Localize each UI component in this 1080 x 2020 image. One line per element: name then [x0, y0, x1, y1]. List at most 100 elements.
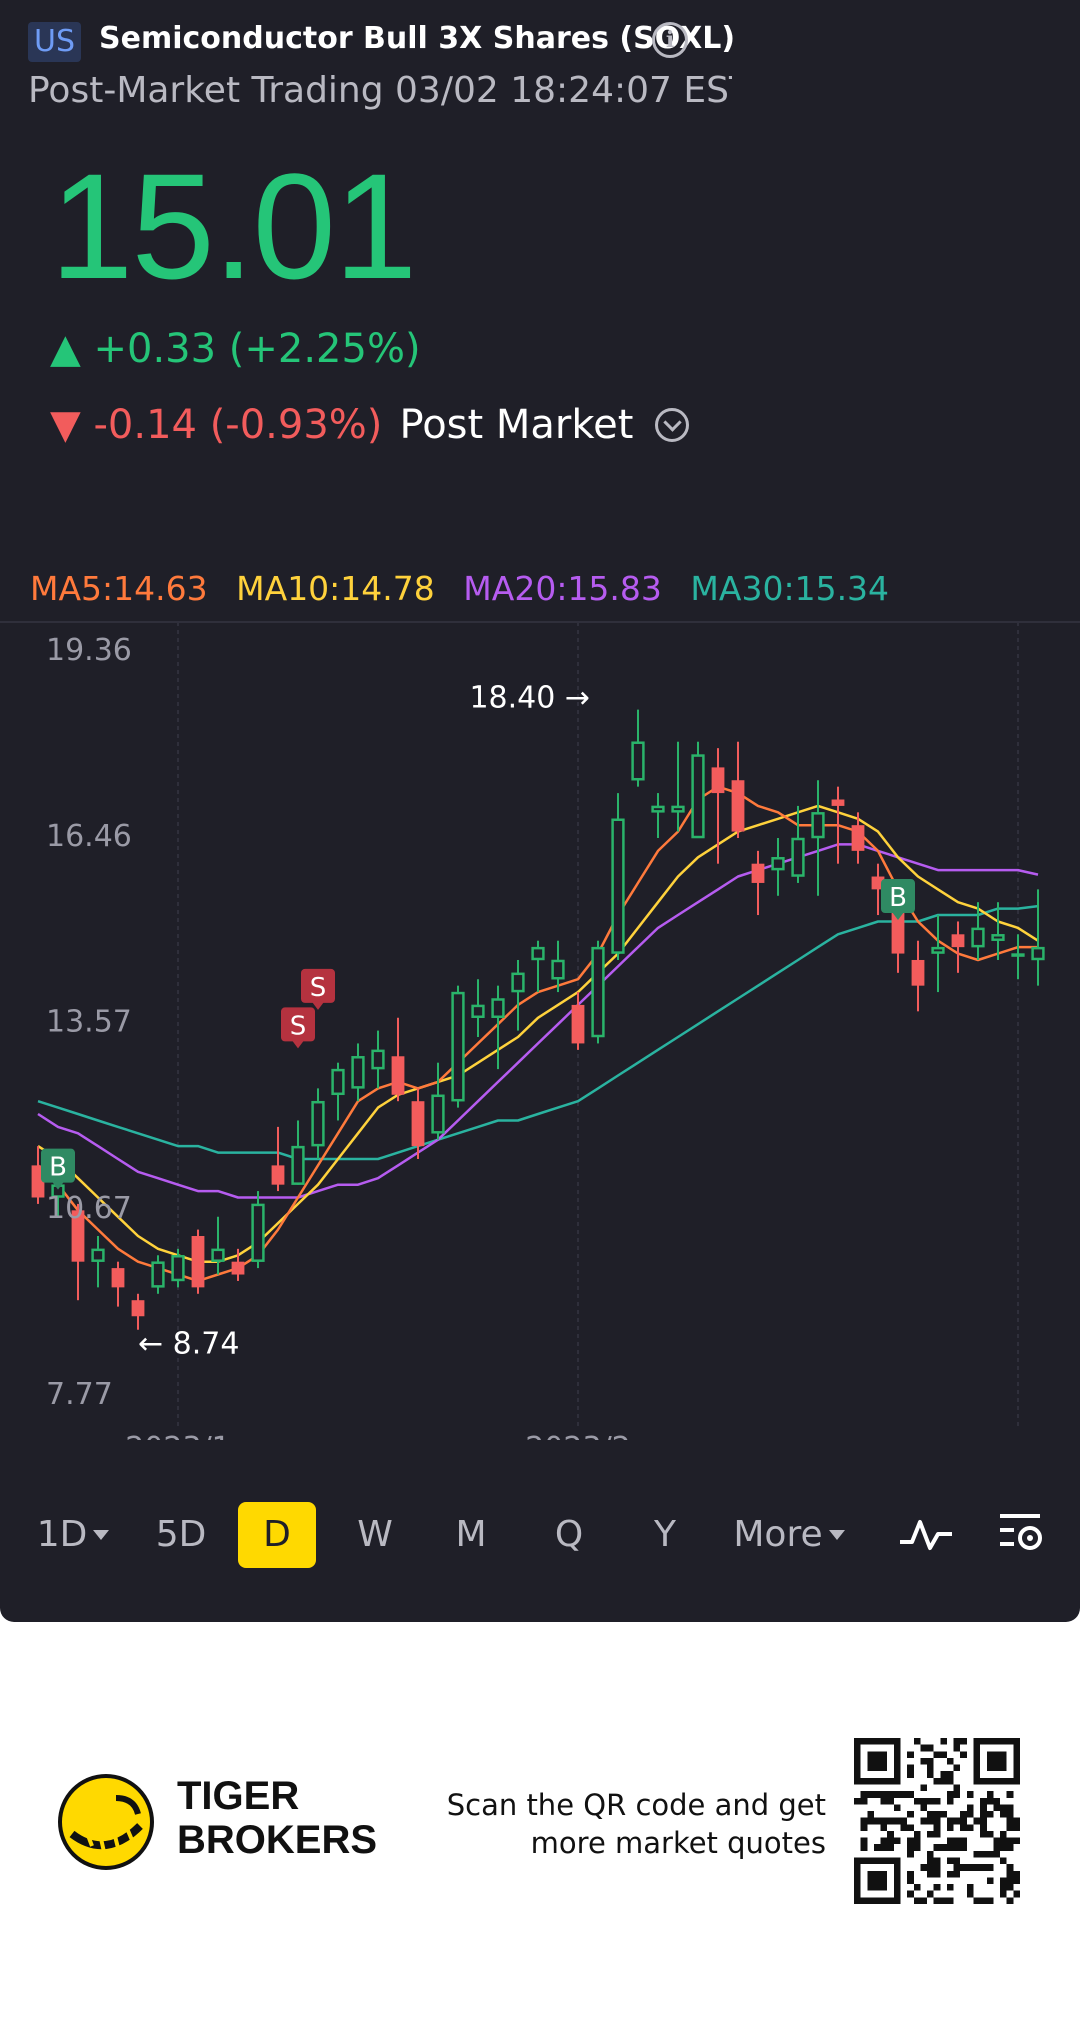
qr-module	[980, 1797, 987, 1805]
chart-canvas: 2023/1 2023/2 19.36 16.46 13.57 10.67 7.77 B SS B…	[0, 621, 1080, 1440]
qr-module	[960, 1738, 967, 1745]
indicator-icon[interactable]	[898, 1514, 954, 1554]
qr-module	[854, 1764, 861, 1772]
period-week-button[interactable]: W	[357, 1514, 393, 1555]
qr-module	[966, 1864, 974, 1871]
stock-title: Semiconductor Bull 3X Shares (SOXL)	[99, 21, 736, 56]
qr-module	[873, 1870, 881, 1878]
qr-module	[907, 1824, 914, 1831]
qr-module	[986, 1877, 994, 1885]
qr-module	[927, 1797, 934, 1805]
qr-module	[973, 1850, 981, 1858]
candlestick-chart[interactable]: 2023/1 2023/2 19.36 16.46 13.57 10.67 7.77 B SS B…	[0, 620, 1080, 1440]
qr-module	[860, 1797, 868, 1805]
qr-module	[920, 1864, 928, 1871]
period-more-button[interactable]: More	[724, 1502, 854, 1568]
qr-module	[1006, 1738, 1014, 1745]
qr-module	[933, 1857, 941, 1865]
qr-module	[933, 1897, 941, 1904]
period-quarter-button[interactable]: Q	[554, 1514, 584, 1555]
qr-module	[893, 1884, 901, 1891]
y-tick-label: 19.36	[46, 633, 132, 668]
qr-module	[893, 1870, 901, 1878]
qr-module	[854, 1884, 861, 1891]
qr-module	[980, 1824, 987, 1831]
candle-body-up	[691, 754, 705, 839]
qr-module	[907, 1837, 914, 1845]
qr-module	[1006, 1817, 1014, 1825]
qr-code	[854, 1738, 1020, 1904]
qr-module	[873, 1738, 881, 1745]
qr-module	[1000, 1751, 1007, 1758]
period-year-button[interactable]: Y	[654, 1514, 676, 1555]
qr-module	[1013, 1738, 1020, 1745]
qr-module	[973, 1817, 981, 1825]
qr-module	[927, 1857, 934, 1865]
qr-module	[880, 1777, 888, 1785]
period-month-button[interactable]: M	[455, 1514, 487, 1555]
qr-module	[960, 1864, 967, 1871]
candle-body-up	[1031, 946, 1045, 961]
chart-settings-icon[interactable]	[996, 1510, 1048, 1558]
post-market-label[interactable]: Post Market	[399, 402, 634, 448]
period-5d-button[interactable]: 5D	[155, 1514, 207, 1555]
qr-module	[887, 1830, 894, 1838]
qr-module	[960, 1844, 967, 1851]
qr-module	[1013, 1777, 1020, 1785]
qr-module	[880, 1824, 888, 1831]
qr-module	[920, 1757, 928, 1765]
qr-module	[1013, 1824, 1020, 1831]
period-1d-button[interactable]: 1D	[28, 1502, 118, 1568]
qr-module	[880, 1870, 888, 1878]
qr-module	[880, 1751, 888, 1758]
day-change: ▲ +0.33 (+2.25%)	[50, 326, 421, 372]
qr-module	[1006, 1777, 1014, 1785]
y-tick-label: 7.77	[46, 1377, 113, 1412]
qr-module	[920, 1744, 928, 1752]
qr-module	[927, 1771, 934, 1778]
candle-body-down	[71, 1210, 85, 1262]
qr-module	[867, 1817, 874, 1825]
candle-body-up	[351, 1056, 365, 1089]
qr-module	[867, 1884, 874, 1891]
qr-module	[973, 1738, 981, 1745]
qr-module	[913, 1797, 921, 1805]
qr-module	[933, 1817, 941, 1825]
qr-module	[933, 1830, 941, 1838]
qr-module	[946, 1757, 954, 1765]
qr-module	[1006, 1824, 1014, 1831]
qr-module	[873, 1844, 881, 1851]
candle-body-down	[271, 1165, 285, 1185]
qr-module	[1006, 1884, 1014, 1891]
qr-module	[966, 1791, 974, 1798]
candle-body-up	[1011, 953, 1025, 957]
qr-module	[973, 1777, 981, 1785]
qr-module	[933, 1870, 941, 1878]
ma10-label: MA10:14.78	[236, 569, 435, 608]
qr-module	[980, 1777, 987, 1785]
qr-module	[867, 1870, 874, 1878]
qr-module	[1000, 1844, 1007, 1851]
qr-module	[920, 1784, 928, 1792]
qr-module	[860, 1824, 868, 1831]
qr-module	[854, 1890, 861, 1898]
period-day-button[interactable]: D	[238, 1502, 316, 1568]
qr-module	[980, 1817, 987, 1825]
qr-module	[887, 1837, 894, 1845]
qr-module	[1013, 1757, 1020, 1765]
candle-body-up	[331, 1068, 345, 1096]
ma30-line	[37, 904, 1039, 1161]
qr-module	[1000, 1857, 1007, 1865]
candle-body-up	[611, 818, 625, 954]
candle-body-up	[811, 812, 825, 839]
sell-signal-marker: S	[301, 968, 335, 1010]
qr-module	[993, 1837, 1001, 1845]
qr-module	[854, 1877, 861, 1885]
qr-module	[973, 1864, 981, 1871]
info-icon[interactable]: i	[652, 22, 688, 58]
qr-module	[960, 1824, 967, 1831]
qr-module	[986, 1764, 994, 1772]
qr-module	[920, 1897, 928, 1904]
svg-text:B: B	[889, 883, 907, 913]
chevron-down-icon[interactable]	[654, 408, 689, 442]
